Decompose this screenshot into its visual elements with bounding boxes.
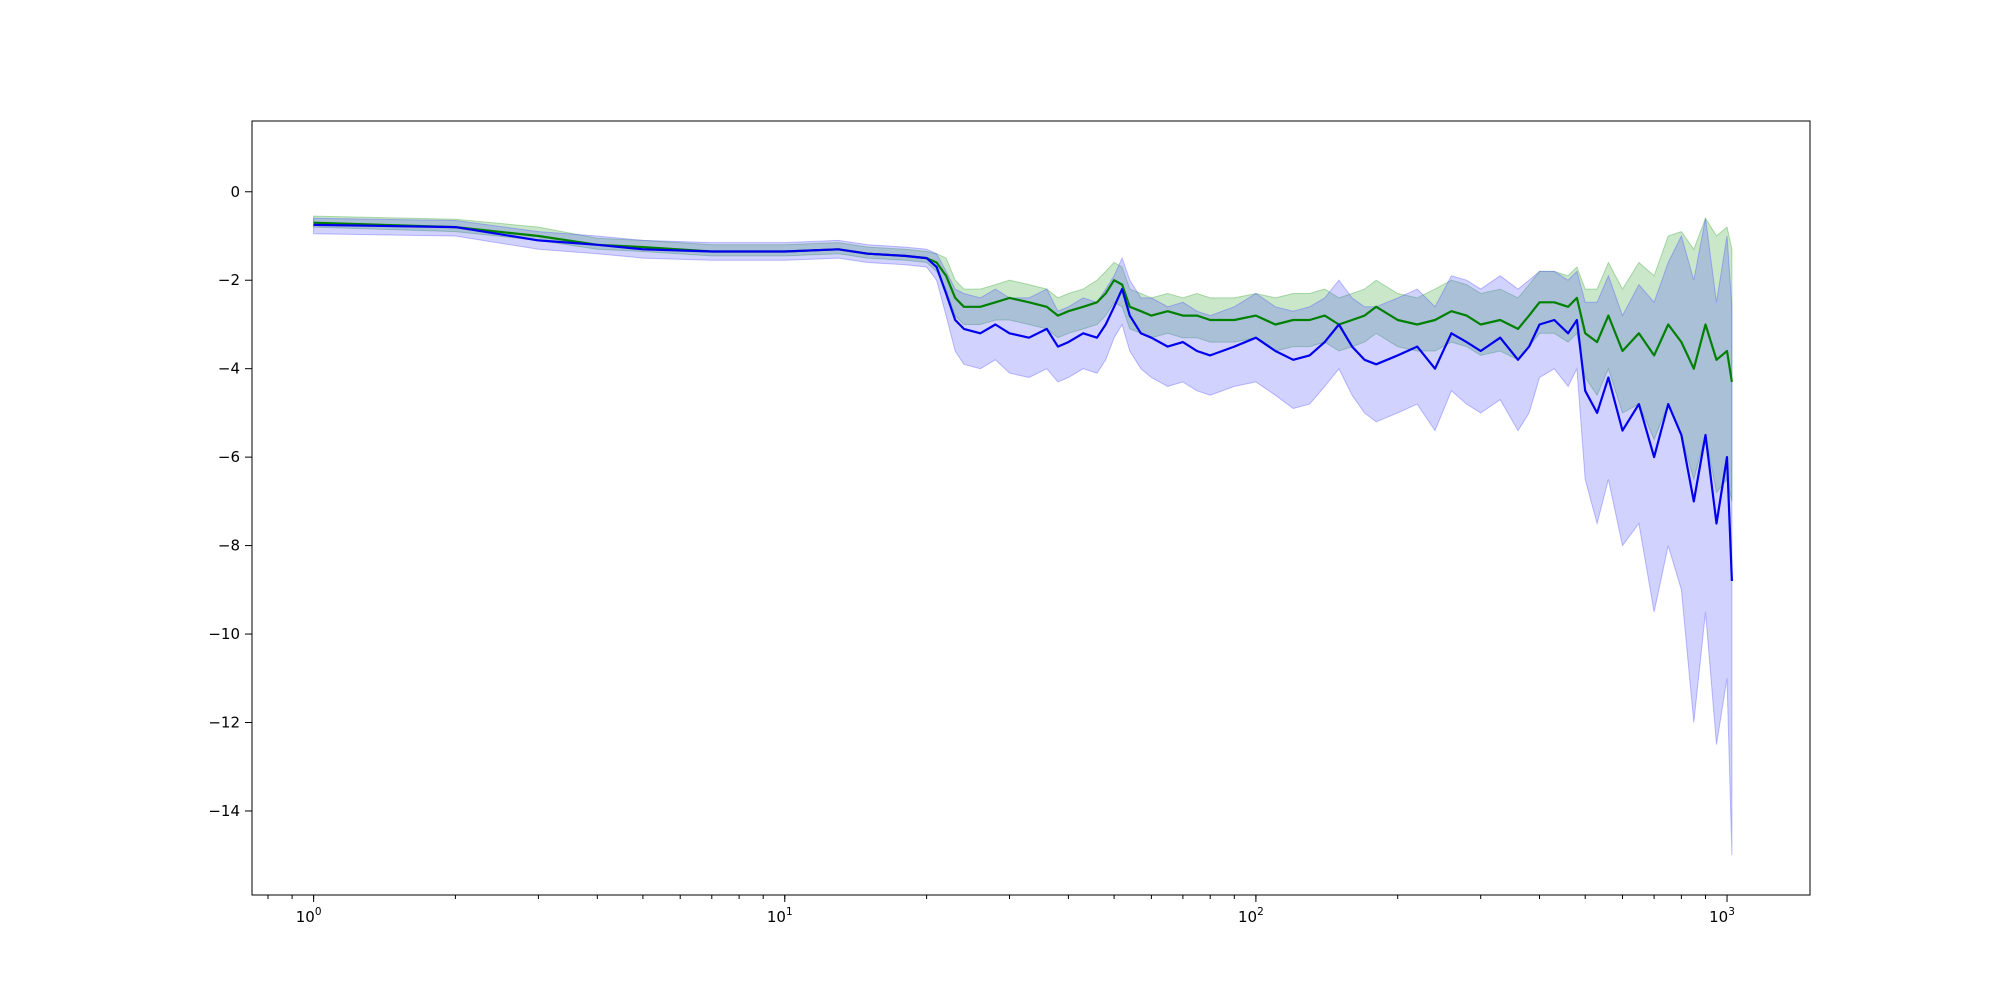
x-tick-label-exponent: 2: [1257, 906, 1264, 918]
y-tick-label: −14: [208, 802, 240, 820]
x-tick-label-base: 10: [1709, 908, 1728, 926]
x-tick-label: 100: [296, 906, 322, 926]
x-tick-label-exponent: 1: [786, 906, 793, 918]
x-tick-label-base: 10: [767, 908, 786, 926]
x-tick-label-exponent: 3: [1728, 906, 1735, 918]
x-axis-ticks: 100 101 102 103: [267, 895, 1735, 926]
y-tick-label: −10: [208, 625, 240, 643]
series-2-line: [313, 223, 1733, 582]
x-tick-label-base: 10: [1238, 908, 1257, 926]
y-tick-label: −4: [218, 360, 240, 378]
series-1-line: [313, 221, 1733, 383]
x-tick-label: 102: [1238, 906, 1264, 926]
y-tick-label: −12: [208, 714, 240, 732]
y-tick-label: 0: [230, 183, 240, 201]
y-tick-label: −6: [218, 448, 240, 466]
y-axis-ticks: 0 −2 −4 −6 −8 −10 −12 −14: [208, 183, 252, 820]
x-tick-label-exponent: 0: [315, 906, 322, 918]
y-tick-label: −8: [218, 537, 240, 555]
y-tick-label: −2: [218, 271, 240, 289]
x-tick-label: 101: [767, 906, 793, 926]
x-tick-label: 103: [1709, 906, 1735, 926]
series-lines: [313, 221, 1733, 582]
x-tick-label-base: 10: [296, 908, 315, 926]
series-1-band: [313, 215, 1733, 502]
plot-frame: [251, 120, 1811, 896]
